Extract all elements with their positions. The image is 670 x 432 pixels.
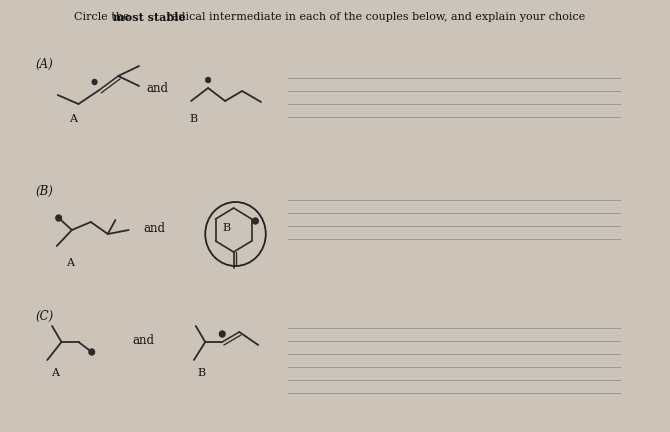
Text: (B): (B) xyxy=(36,185,54,198)
Circle shape xyxy=(56,215,62,221)
Text: (C): (C) xyxy=(36,310,54,323)
Circle shape xyxy=(220,331,225,337)
Circle shape xyxy=(92,79,97,85)
Text: and: and xyxy=(144,222,165,235)
Text: A: A xyxy=(51,368,59,378)
Text: and: and xyxy=(133,334,154,346)
Text: radical intermediate in each of the couples below, and explain your choice: radical intermediate in each of the coup… xyxy=(163,12,585,22)
Text: A: A xyxy=(66,258,74,268)
Circle shape xyxy=(253,218,258,224)
Text: A: A xyxy=(69,114,77,124)
Text: most stable: most stable xyxy=(113,12,186,23)
Text: B: B xyxy=(198,368,206,378)
Text: (A): (A) xyxy=(36,58,54,71)
Text: B: B xyxy=(190,114,198,124)
Circle shape xyxy=(206,77,210,83)
Text: and: and xyxy=(147,82,169,95)
Circle shape xyxy=(89,349,94,355)
Text: Circle the: Circle the xyxy=(74,12,133,22)
Text: B: B xyxy=(222,223,230,233)
